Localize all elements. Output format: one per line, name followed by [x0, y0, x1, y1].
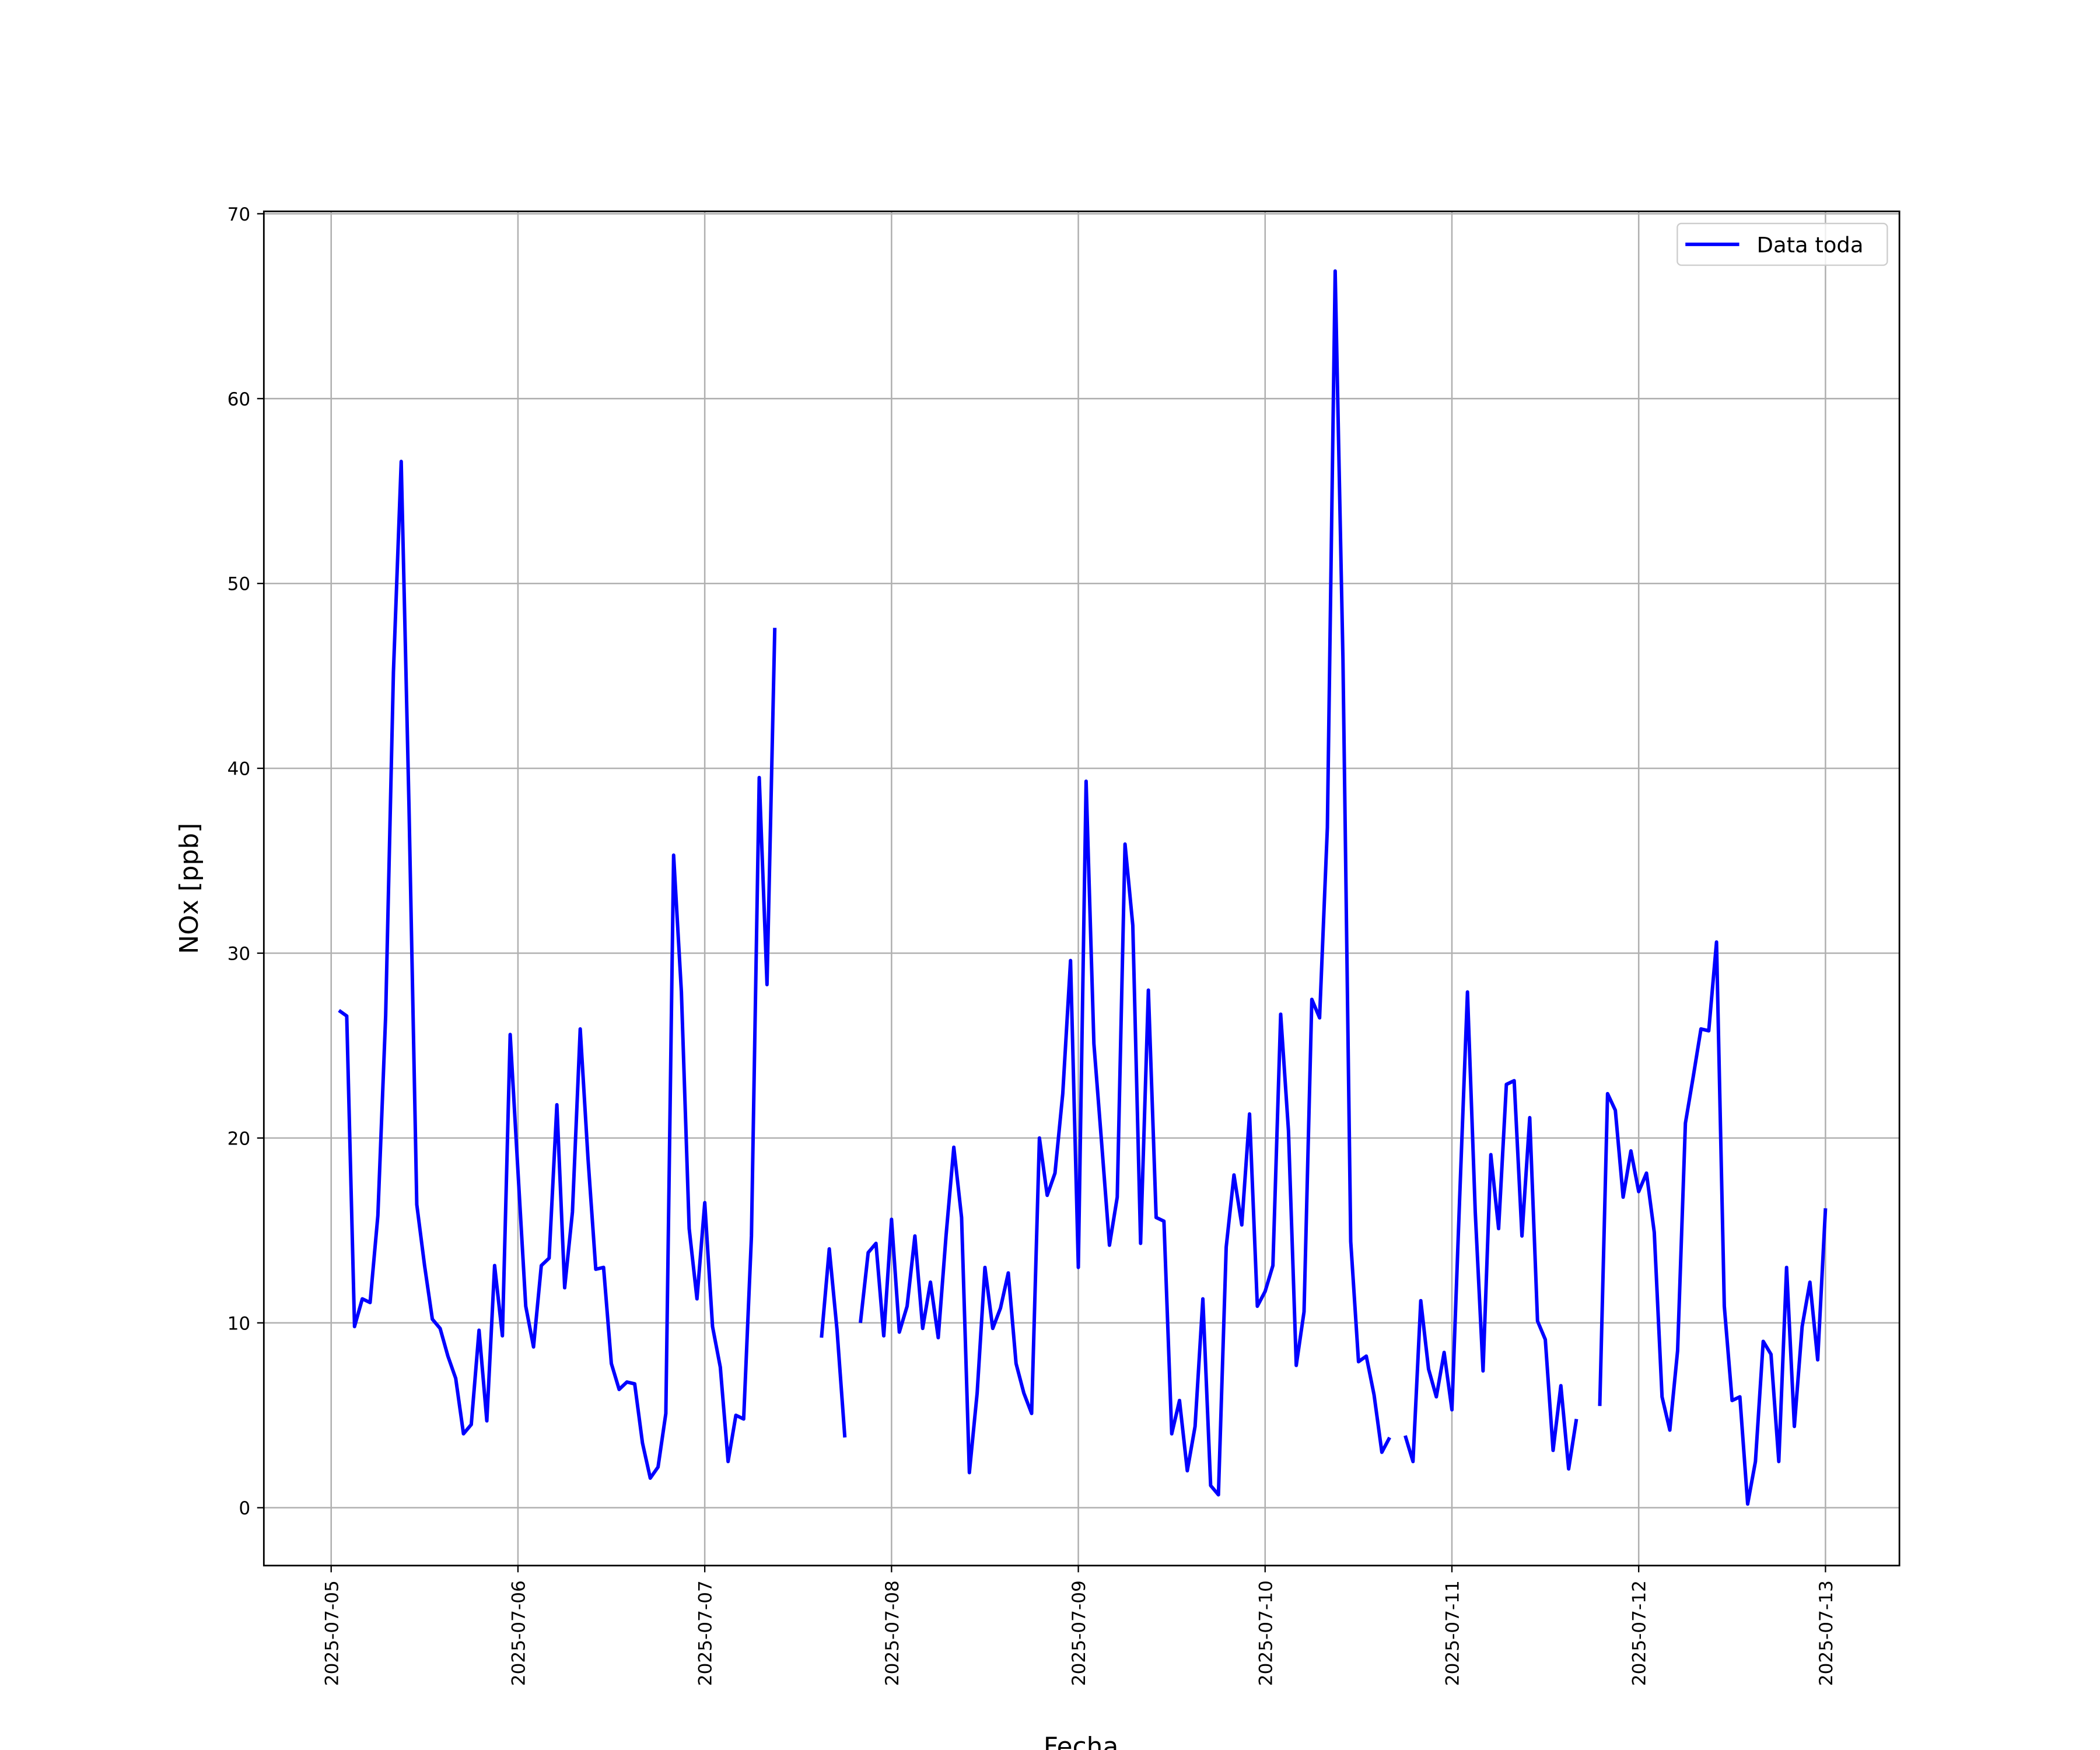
y-tick-label: 40 — [228, 759, 251, 780]
x-tick-label: 2025-07-12 — [1629, 1580, 1650, 1686]
x-tick-label: 2025-07-06 — [508, 1580, 529, 1686]
data-line — [820, 1247, 847, 1438]
x-tick-label: 2025-07-05 — [321, 1580, 342, 1686]
x-tick-label: 2025-07-07 — [695, 1580, 716, 1686]
y-tick-label: 50 — [228, 574, 251, 595]
x-tick-label: 2025-07-13 — [1816, 1580, 1837, 1686]
data-line — [338, 460, 777, 1480]
x-tick-label: 2025-07-09 — [1069, 1580, 1090, 1686]
legend: Data toda — [1676, 222, 1888, 266]
y-tick-label: 10 — [228, 1313, 251, 1334]
y-tick-label: 60 — [228, 389, 251, 410]
x-axis-label: Fecha — [1044, 1732, 1119, 1750]
data-line — [859, 269, 1391, 1497]
x-tick-label: 2025-07-11 — [1443, 1580, 1464, 1686]
legend-box — [1676, 222, 1888, 266]
y-tick-label: 70 — [228, 204, 251, 225]
y-tick-label: 30 — [228, 944, 251, 965]
y-tick-label: 20 — [228, 1128, 251, 1149]
y-tick-label: 0 — [239, 1498, 250, 1519]
x-tick-label: 2025-07-08 — [882, 1580, 903, 1686]
legend-label: Data toda — [1757, 233, 1864, 258]
y-axis-label: NOx [ppb] — [174, 823, 204, 954]
data-line — [1598, 940, 1828, 1506]
plot-frame — [262, 210, 1901, 1567]
data-line — [1404, 990, 1578, 1471]
x-tick-label: 2025-07-10 — [1255, 1580, 1276, 1686]
